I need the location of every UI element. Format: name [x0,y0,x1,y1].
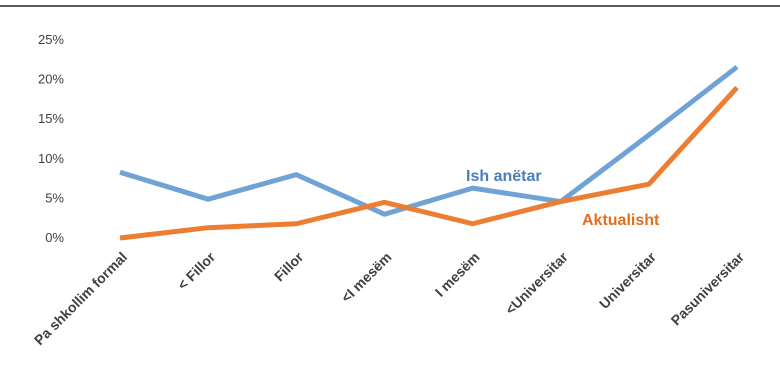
y-tick-label: 10% [38,151,64,166]
y-axis: 0% 5% 10% 15% 20% 25% [38,32,64,245]
x-axis: Pa shkollim formal < Fillor Fillor <I mesëm… [31,248,748,348]
x-tick-label: <I mesëm [338,249,395,306]
series-label: Ish anëtar [466,168,542,185]
x-tick-label: Pasuniversitar [668,248,748,328]
y-tick-label: 25% [38,32,64,47]
series-line-ish-anetar [120,67,737,214]
y-tick-label: 0% [45,230,64,245]
x-tick-label: I mesëm [432,249,483,300]
x-tick-label: Pa shkollim formal [31,249,130,348]
x-tick-label: Universitar [596,248,659,311]
y-tick-label: 20% [38,72,64,87]
y-tick-label: 15% [38,111,64,126]
x-tick-label: Fillor [271,248,307,284]
x-tick-label: <Universitar [502,248,571,317]
y-tick-label: 5% [45,190,64,205]
series-label: Aktualisht [582,212,660,229]
x-tick-label: < Fillor [174,248,218,292]
